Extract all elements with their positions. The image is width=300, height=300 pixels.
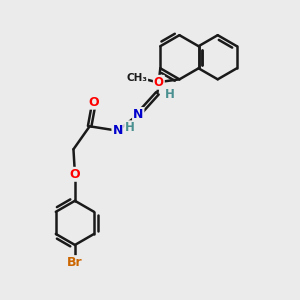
Text: O: O	[154, 76, 164, 89]
Text: H: H	[165, 88, 175, 101]
Text: Br: Br	[67, 256, 83, 269]
Text: H: H	[125, 121, 135, 134]
Text: CH₃: CH₃	[126, 73, 147, 83]
Text: O: O	[89, 96, 99, 109]
Text: O: O	[70, 168, 80, 181]
Text: N: N	[112, 124, 123, 137]
Text: N: N	[133, 108, 143, 121]
